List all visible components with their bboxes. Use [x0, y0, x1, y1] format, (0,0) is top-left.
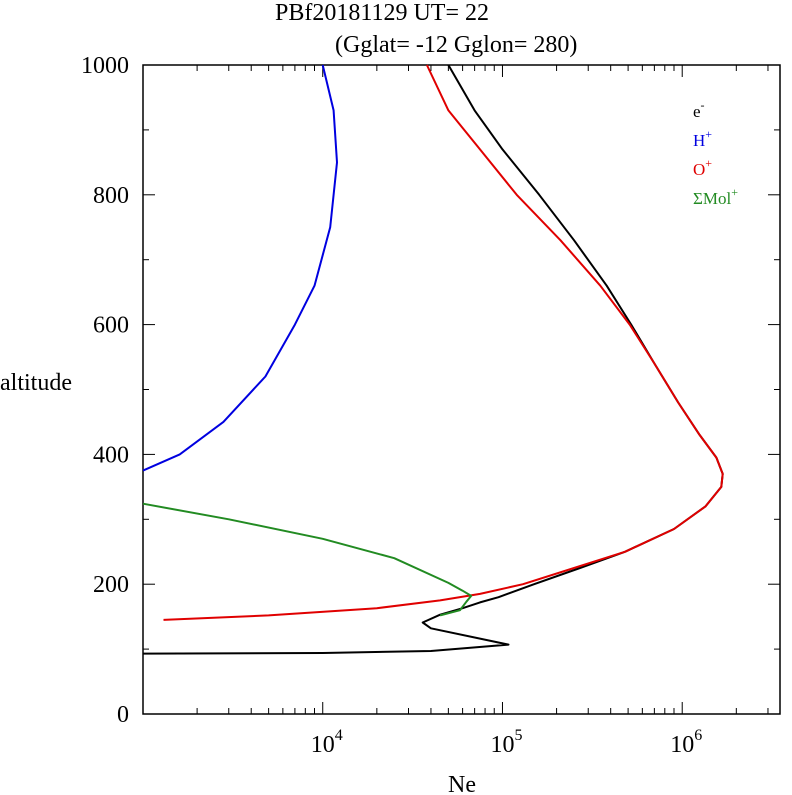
series-line — [142, 502, 473, 617]
legend-label: ΣMol — [693, 189, 732, 208]
y-tick-label: 600 — [93, 313, 129, 339]
legend-superscript: + — [705, 156, 712, 170]
axis-ticks — [142, 64, 780, 715]
x-tick-labels: 104 105 106 — [311, 727, 702, 758]
x-tick-base: 10 — [490, 732, 514, 758]
series-line — [142, 64, 724, 655]
x-tick-base: 10 — [311, 732, 335, 758]
chart-title: PBf20181129 UT= 22 — [275, 0, 489, 26]
legend-entry: H+ — [693, 127, 712, 150]
legend: e-H+O+ΣMol+ — [693, 98, 738, 208]
legend-entry: e- — [693, 98, 705, 121]
x-tick-exponent: 5 — [514, 727, 522, 744]
y-tick-label: 200 — [93, 572, 129, 598]
y-tick-label: 1000 — [81, 53, 129, 79]
legend-entry: ΣMol+ — [693, 185, 738, 208]
x-tick-exponent: 4 — [335, 727, 343, 744]
x-tick-label: 106 — [670, 727, 702, 758]
series-lines — [142, 64, 724, 655]
legend-superscript: + — [731, 185, 738, 199]
y-tick-label: 400 — [93, 442, 129, 468]
legend-label: H — [693, 131, 705, 150]
y-tick-label: 800 — [93, 183, 129, 209]
series-line — [142, 64, 338, 472]
y-tick-label: 0 — [117, 702, 129, 728]
chart-subtitle: (Gglat= -12 Gglon= 280) — [335, 32, 577, 58]
y-tick-labels: 0 200 400 600 800 1000 — [81, 53, 129, 728]
legend-superscript: - — [701, 98, 705, 112]
legend-superscript: + — [705, 127, 712, 141]
x-tick-base: 10 — [670, 732, 694, 758]
y-axis-label: altitude — [0, 370, 72, 396]
x-tick-label: 104 — [311, 727, 343, 758]
x-tick-label: 105 — [490, 727, 522, 758]
legend-entry: O+ — [693, 156, 712, 179]
legend-label: e — [693, 102, 701, 121]
legend-label: O — [693, 160, 705, 179]
x-axis-label: Ne — [448, 772, 476, 795]
series-line — [163, 64, 724, 621]
x-tick-exponent: 6 — [694, 727, 702, 744]
